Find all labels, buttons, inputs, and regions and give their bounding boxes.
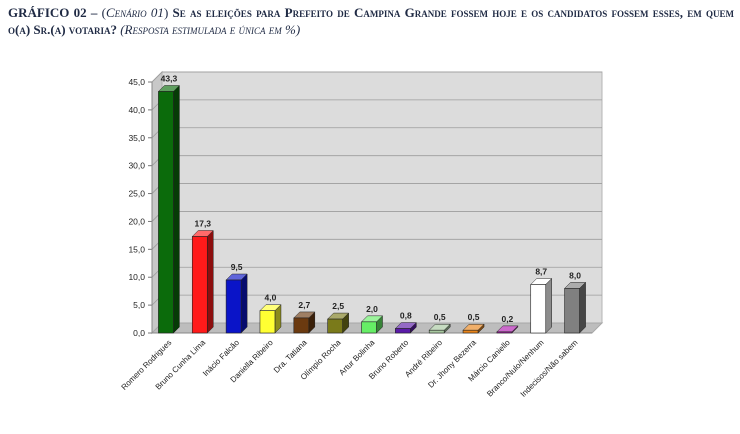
bar-value-label: 0,5: [434, 312, 446, 322]
y-tick-label: 25,0: [128, 189, 145, 199]
bar-front: [191, 236, 208, 334]
bar-side: [207, 229, 214, 334]
x-category-label: Indecisos/Não sabem: [519, 338, 580, 399]
gridline: [151, 71, 602, 83]
y-tick-label: 45,0: [128, 77, 145, 87]
bar-side: [545, 277, 552, 334]
bar-value-label: 17,3: [194, 219, 211, 229]
y-tick-label: 40,0: [128, 105, 145, 115]
bar-value-label: 0,8: [400, 311, 412, 321]
bar: [563, 281, 587, 334]
survey-question: Se as eleições para Prefeito de Campina …: [8, 5, 735, 37]
bar-front: [158, 91, 174, 334]
x-category-label: Dra. Tatiana: [272, 338, 309, 375]
figure-number: GRÁFICO 02 –: [8, 5, 98, 20]
bar-value-label: 2,0: [366, 304, 378, 314]
scenario-label: Cenário 01: [106, 5, 164, 20]
bar: [530, 277, 553, 334]
bar-front: [225, 279, 242, 334]
bar-front: [496, 331, 513, 334]
bar-value-label: 0,5: [468, 312, 480, 322]
y-tick-label: 35,0: [128, 133, 145, 143]
scenario-close-paren: ): [163, 5, 169, 20]
bar-front: [564, 288, 580, 334]
bar: [496, 325, 519, 334]
chart-title: GRÁFICO 02 – (Cenário 01) Se as eleições…: [8, 4, 734, 38]
bar-front: [293, 317, 310, 334]
bar-front: [327, 318, 343, 334]
bar-value-label: 8,0: [569, 270, 581, 280]
bar-front: [259, 310, 276, 334]
bar-front: [462, 329, 479, 334]
bar-side: [173, 84, 180, 334]
scenario-open-paren: (: [101, 5, 107, 20]
bar: [462, 323, 485, 334]
bar-front: [530, 284, 547, 334]
bar: [394, 321, 417, 334]
bar-side: [240, 273, 248, 334]
bar: [191, 229, 214, 334]
bar: [428, 323, 451, 334]
bar: [360, 315, 384, 334]
bar-value-label: 0,2: [501, 314, 513, 324]
bar-value-label: 4,0: [265, 293, 277, 303]
bar: [327, 312, 350, 334]
response-note: (Resposta estimulada e única em %): [120, 22, 301, 37]
y-tick-label: 0,0: [133, 328, 145, 338]
y-tick-label: 20,0: [128, 216, 145, 226]
bar-value-label: 43,3: [161, 73, 178, 83]
bar-value-label: 9,5: [231, 262, 243, 272]
bar: [157, 84, 181, 334]
bar-value-label: 2,7: [298, 300, 310, 310]
bar-value-label: 2,5: [332, 301, 344, 311]
y-tick-label: 30,0: [128, 161, 145, 171]
bar: [259, 304, 282, 334]
bar-value-label: 8,7: [535, 266, 547, 276]
y-tick-label: 15,0: [128, 244, 145, 254]
bar: [225, 273, 248, 334]
bar: [293, 311, 316, 334]
x-category-label: Branco/Nulo/Nenhum: [485, 338, 546, 399]
bar-front: [395, 328, 411, 334]
bar-front: [428, 329, 445, 334]
y-tick-label: 10,0: [128, 272, 145, 282]
bar-front: [361, 321, 377, 334]
y-tick-label: 5,0: [133, 300, 145, 310]
bar-side: [579, 281, 586, 334]
